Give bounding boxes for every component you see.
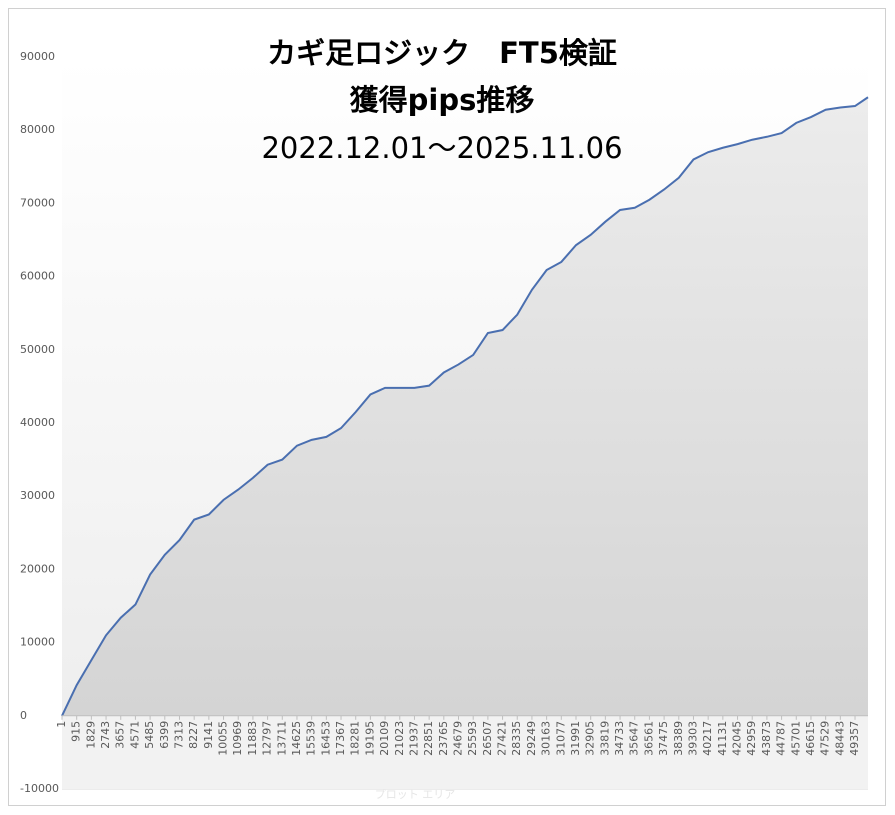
x-tick-label: 2743 bbox=[99, 721, 112, 749]
x-tick-label: 42959 bbox=[745, 721, 758, 756]
x-tick-label: 31077 bbox=[554, 721, 567, 756]
x-tick-label: 8227 bbox=[187, 721, 200, 749]
x-tick-label: 25593 bbox=[466, 721, 479, 756]
x-tick-label: 31991 bbox=[569, 721, 582, 756]
x-tick-label: 16453 bbox=[319, 721, 332, 756]
y-tick-label: 10000 bbox=[20, 636, 55, 649]
y-tick-label: 40000 bbox=[20, 416, 55, 429]
x-tick-label: 43873 bbox=[760, 721, 773, 756]
y-tick-label: 20000 bbox=[20, 562, 55, 575]
x-label-band bbox=[62, 715, 868, 789]
x-tick-label: 20109 bbox=[378, 721, 391, 756]
x-tick-label: 5485 bbox=[143, 721, 156, 749]
x-tick-label: 37475 bbox=[657, 721, 670, 756]
chart-title: 獲得pips推移 bbox=[350, 83, 535, 117]
x-tick-label: 29249 bbox=[525, 721, 538, 756]
x-tick-label: 15539 bbox=[305, 721, 318, 756]
x-tick-label: 49357 bbox=[848, 721, 861, 756]
x-tick-label: 1 bbox=[55, 721, 68, 728]
x-tick-label: 6399 bbox=[158, 721, 171, 749]
y-tick-label: 90000 bbox=[20, 50, 55, 63]
y-tick-label: 0 bbox=[20, 709, 27, 722]
x-tick-label: 10055 bbox=[217, 721, 230, 756]
x-tick-label: 27421 bbox=[496, 721, 509, 756]
y-tick-label: 30000 bbox=[20, 489, 55, 502]
x-tick-label: 39303 bbox=[686, 721, 699, 756]
line bbox=[61, 96, 869, 717]
x-tick-label: 45701 bbox=[789, 721, 802, 756]
plot-area-label: プロット エリア bbox=[375, 788, 456, 801]
x-tick-label: 30163 bbox=[540, 721, 553, 756]
x-tick-label: 1829 bbox=[84, 721, 97, 749]
x-tick-label: 47529 bbox=[819, 721, 832, 756]
x-tick-label: 915 bbox=[70, 721, 83, 742]
x-tick-label: 19195 bbox=[363, 721, 376, 756]
y-tick-label: 70000 bbox=[20, 196, 55, 209]
x-tick-label: 11883 bbox=[246, 721, 259, 756]
x-tick-label: 32905 bbox=[584, 721, 597, 756]
area bbox=[62, 97, 868, 716]
x-tick-label: 41131 bbox=[716, 721, 729, 756]
chart-title: 2022.12.01～2025.11.06 bbox=[261, 131, 622, 165]
x-tick-label: 28335 bbox=[510, 721, 523, 756]
y-tick-label: -10000 bbox=[20, 782, 59, 795]
x-tick-label: 38389 bbox=[672, 721, 685, 756]
x-tick-label: 3657 bbox=[114, 721, 127, 749]
x-tick-label: 42045 bbox=[731, 721, 744, 756]
x-tick-label: 22851 bbox=[422, 721, 435, 756]
x-tick-label: 10969 bbox=[231, 721, 244, 756]
y-tick-label: 60000 bbox=[20, 270, 55, 283]
x-tick-label: 18281 bbox=[349, 721, 362, 756]
x-tick-label: 4571 bbox=[128, 721, 141, 749]
x-tick-label: 9141 bbox=[202, 721, 215, 749]
x-tick-label: 44787 bbox=[775, 721, 788, 756]
x-tick-label: 17367 bbox=[334, 721, 347, 756]
x-tick-label: 35647 bbox=[628, 721, 641, 756]
x-tick-label: 33819 bbox=[598, 721, 611, 756]
x-tick-label: 48443 bbox=[833, 721, 846, 756]
x-tick-label: 21023 bbox=[393, 721, 406, 756]
x-tick-label: 46615 bbox=[804, 721, 817, 756]
x-tick-label: 23765 bbox=[437, 721, 450, 756]
x-tick-label: 12797 bbox=[261, 721, 274, 756]
x-tick-label: 24679 bbox=[452, 721, 465, 756]
y-tick-label: 80000 bbox=[20, 123, 55, 136]
x-tick-label: 14625 bbox=[290, 721, 303, 756]
y-tick-label: 50000 bbox=[20, 343, 55, 356]
x-tick-label: 34733 bbox=[613, 721, 626, 756]
x-tick-label: 21937 bbox=[407, 721, 420, 756]
x-tick-label: 13711 bbox=[275, 721, 288, 756]
x-tick-label: 40217 bbox=[701, 721, 714, 756]
chart-title: カギ足ロジック FT5検証 bbox=[267, 36, 617, 70]
x-tick-label: 26507 bbox=[481, 721, 494, 756]
x-tick-label: 36561 bbox=[642, 721, 655, 756]
x-tick-label: 7313 bbox=[172, 721, 185, 749]
